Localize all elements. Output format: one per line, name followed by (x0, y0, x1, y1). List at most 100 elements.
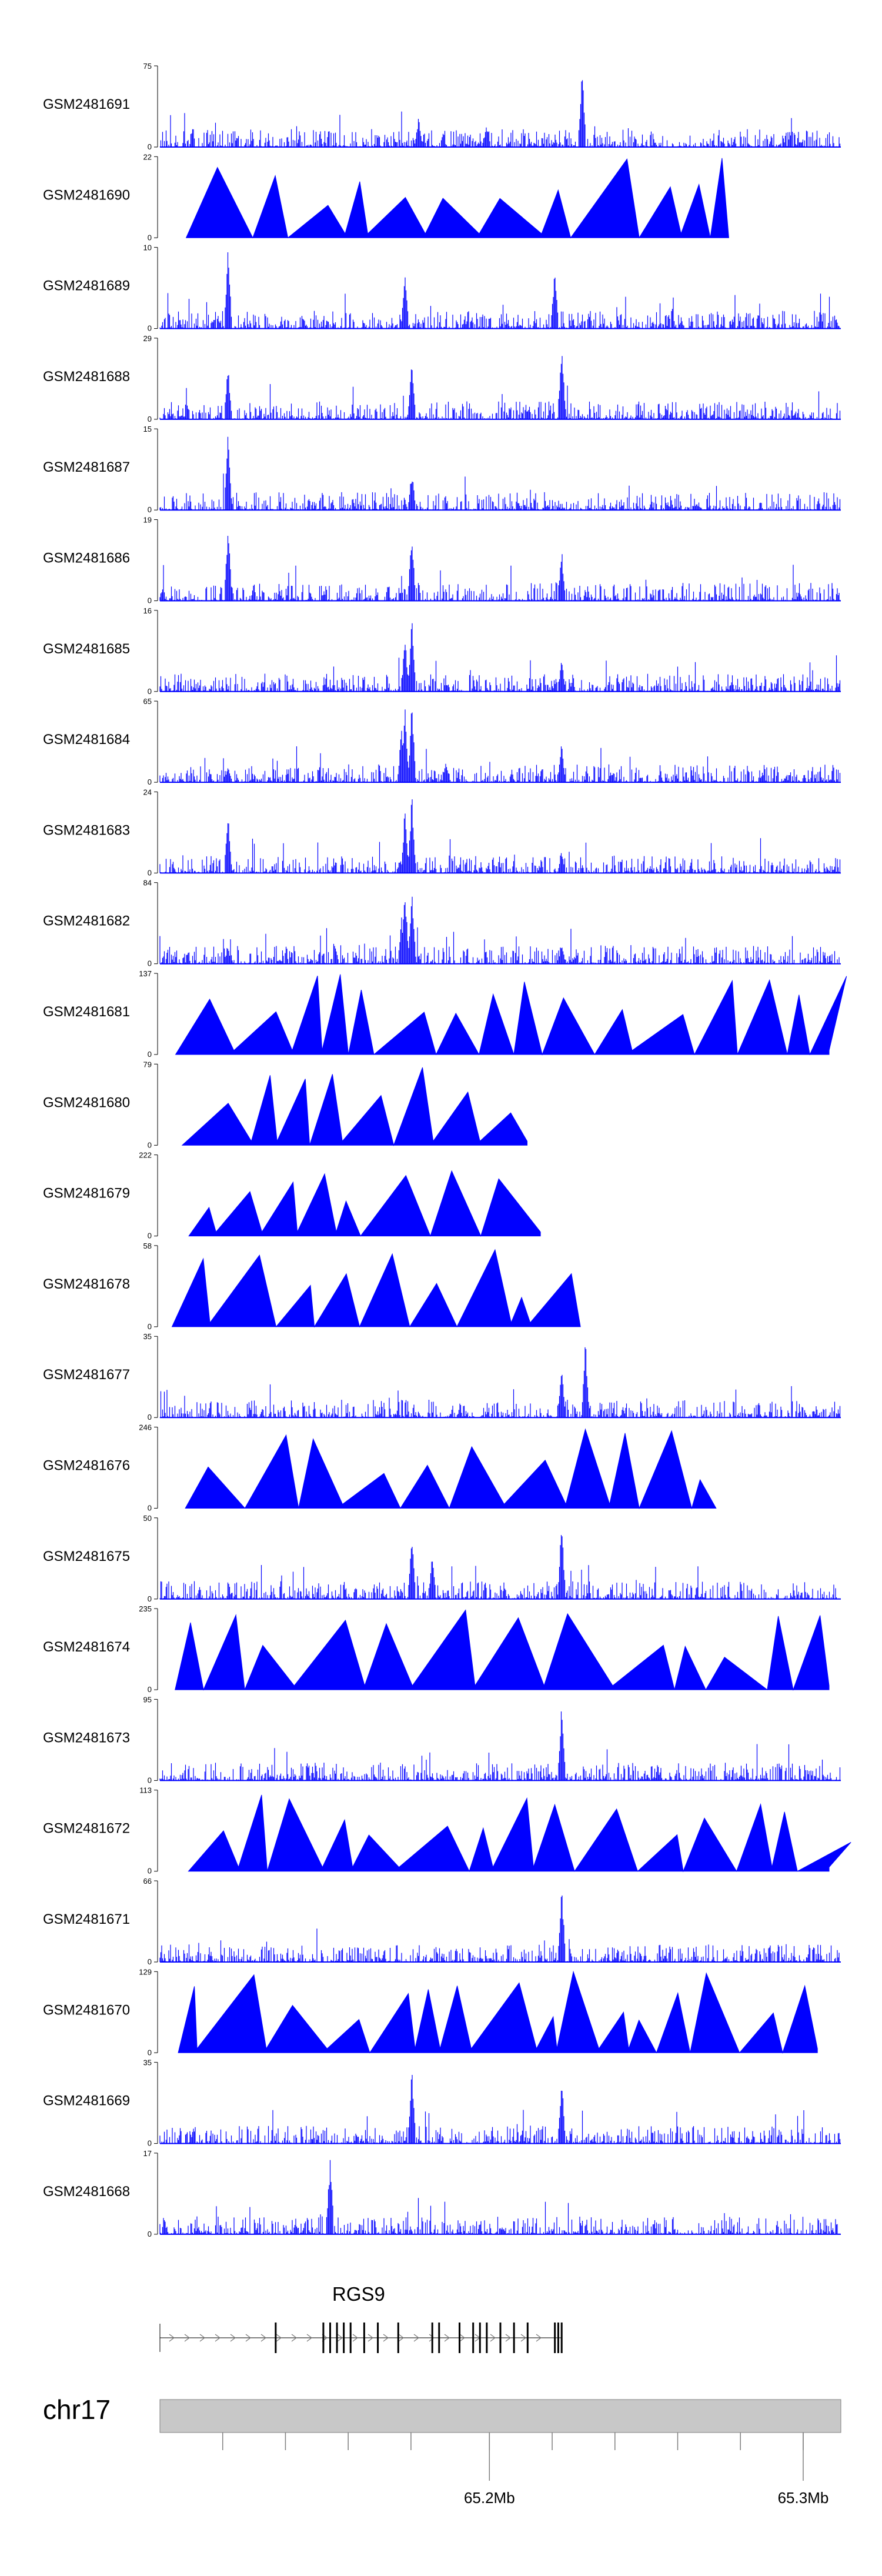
track-label: GSM2481689 (43, 278, 130, 294)
track-max-label: 29 (143, 334, 152, 343)
track-max-label: 65 (143, 697, 152, 706)
track-max-label: 16 (143, 606, 152, 615)
gene-exon (472, 2323, 475, 2353)
gene-exon (479, 2323, 481, 2353)
track-zero-label: 0 (148, 1140, 152, 1149)
track-label: GSM2481671 (43, 1911, 130, 1927)
track-max-label: 66 (143, 1877, 152, 1886)
signal-area (171, 1249, 581, 1328)
track-GSM2481682: GSM2481682 84 0 (43, 879, 841, 968)
signal-area (188, 1794, 851, 1873)
track-label: GSM2481669 (43, 2093, 130, 2109)
chromosome-label: chr17 (43, 2394, 111, 2425)
track-GSM2481671: GSM2481671 66 0 (43, 1877, 841, 1966)
strand-arrow (490, 2334, 496, 2342)
track-GSM2481670: GSM2481670 129 0 (43, 1967, 818, 2057)
strand-arrow (398, 2334, 404, 2342)
track-GSM2481686: GSM2481686 19 0 (43, 516, 841, 605)
chromosome-band (159, 2399, 841, 2433)
track-GSM2481672: GSM2481672 113 0 (43, 1786, 851, 1876)
strand-arrow (230, 2334, 236, 2342)
signal-area (188, 1170, 541, 1237)
track-zero-label: 0 (148, 505, 152, 514)
strand-arrow (260, 2334, 266, 2342)
track-max-label: 235 (139, 1604, 152, 1613)
signal-bars (159, 536, 841, 601)
track-zero-label: 0 (148, 778, 152, 786)
gene-label-rgs9: RGS9 (332, 2283, 385, 2305)
track-GSM2481669: GSM2481669 35 0 (43, 2058, 841, 2148)
signal-bars (159, 799, 841, 873)
track-GSM2481689: GSM2481689 10 0 (43, 243, 841, 333)
signal-bars (159, 1535, 841, 1599)
signal-bars (159, 709, 841, 783)
track-GSM2481681: GSM2481681 137 0 (43, 969, 847, 1059)
track-label: GSM2481670 (43, 2002, 130, 2018)
track-GSM2481687: GSM2481687 15 0 (43, 425, 841, 514)
gene-exon (438, 2323, 440, 2353)
track-zero-label: 0 (148, 959, 152, 968)
track-max-label: 35 (143, 2058, 152, 2067)
track-GSM2481680: GSM2481680 79 0 (43, 1060, 527, 1149)
signal-area (181, 1067, 527, 1146)
strand-arrow (520, 2334, 526, 2342)
strand-arrow (337, 2334, 343, 2342)
track-max-label: 137 (139, 969, 152, 978)
track-max-label: 10 (143, 243, 152, 252)
track-GSM2481677: GSM2481677 35 0 (43, 1332, 841, 1422)
track-GSM2481676: GSM2481676 246 0 (43, 1423, 717, 1513)
strand-arrow (215, 2334, 220, 2342)
track-zero-label: 0 (148, 1776, 152, 1784)
track-label: GSM2481683 (43, 822, 130, 838)
gene-exon (560, 2323, 563, 2353)
gene-exon (363, 2323, 365, 2353)
track-zero-label: 0 (148, 233, 152, 242)
track-GSM2481684: GSM2481684 65 0 (43, 697, 841, 786)
signal-area (185, 1428, 717, 1510)
track-GSM2481685: GSM2481685 16 0 (43, 606, 841, 696)
gene-exon (526, 2323, 529, 2353)
strand-arrow (245, 2334, 251, 2342)
track-GSM2481678: GSM2481678 58 0 (43, 1242, 581, 1331)
track-zero-label: 0 (148, 1594, 152, 1603)
gene-exon (377, 2323, 379, 2353)
strand-arrow (276, 2334, 282, 2342)
gene-track: RGS9 (159, 2283, 563, 2353)
track-max-label: 222 (139, 1151, 152, 1160)
track-label: GSM2481687 (43, 459, 130, 475)
track-zero-label: 0 (148, 2230, 152, 2238)
track-max-label: 15 (143, 425, 152, 433)
track-label: GSM2481688 (43, 369, 130, 385)
signal-area (175, 974, 847, 1056)
signal-bars (159, 1711, 841, 1781)
strand-arrow (505, 2334, 511, 2342)
track-max-label: 22 (143, 152, 152, 161)
signal-bars (159, 896, 841, 964)
strand-arrow (352, 2334, 358, 2342)
track-zero-label: 0 (148, 1504, 152, 1513)
gene-exon (322, 2323, 325, 2353)
track-max-label: 246 (139, 1423, 152, 1432)
track-zero-label: 0 (148, 2139, 152, 2148)
signal-bars (159, 436, 841, 510)
strand-arrow (429, 2334, 435, 2342)
track-zero-label: 0 (148, 1867, 152, 1876)
gene-exon (513, 2323, 515, 2353)
signal-tracks: GSM2481691750GSM2481690220GSM2481689100G… (43, 62, 851, 2238)
track-label: GSM2481685 (43, 641, 130, 657)
track-zero-label: 0 (148, 142, 152, 151)
track-zero-label: 0 (148, 324, 152, 333)
track-label: GSM2481672 (43, 1821, 130, 1837)
gene-exon (431, 2323, 433, 2353)
track-label: GSM2481682 (43, 913, 130, 929)
track-zero-label: 0 (148, 1232, 152, 1240)
track-GSM2481691: GSM2481691 75 0 (43, 62, 841, 151)
signal-bars (159, 80, 841, 147)
gene-exon (349, 2323, 352, 2353)
track-label: GSM2481675 (43, 1549, 130, 1564)
strand-arrow (536, 2334, 542, 2342)
gene-exon (486, 2323, 488, 2353)
signal-area (178, 1970, 818, 2054)
gene-exon (329, 2323, 331, 2353)
